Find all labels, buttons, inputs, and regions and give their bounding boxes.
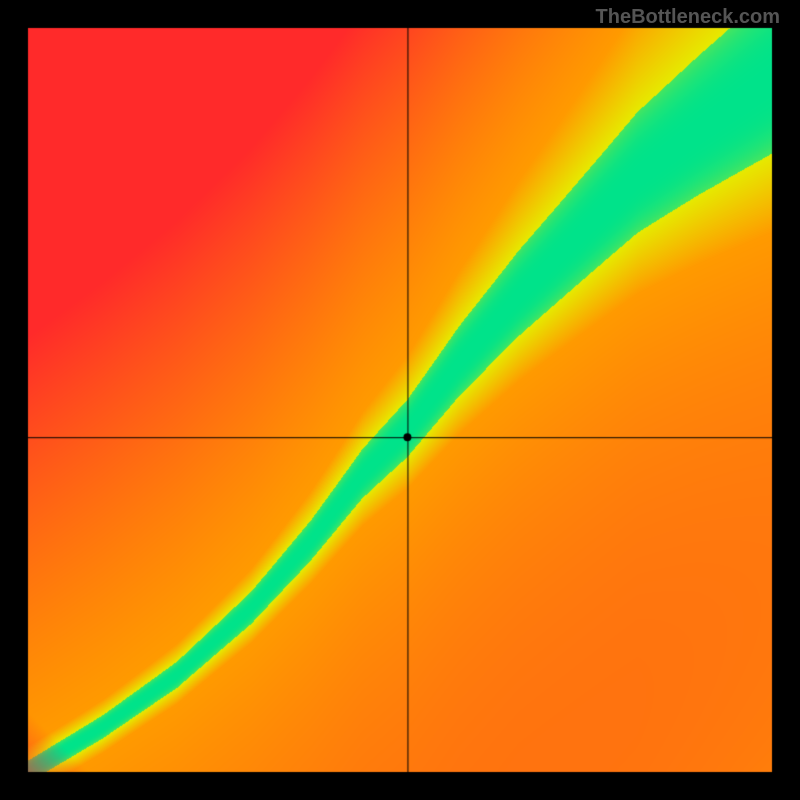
watermark-text: TheBottleneck.com [596, 6, 780, 29]
heatmap-canvas [0, 0, 800, 800]
chart-container: TheBottleneck.com [0, 0, 800, 800]
